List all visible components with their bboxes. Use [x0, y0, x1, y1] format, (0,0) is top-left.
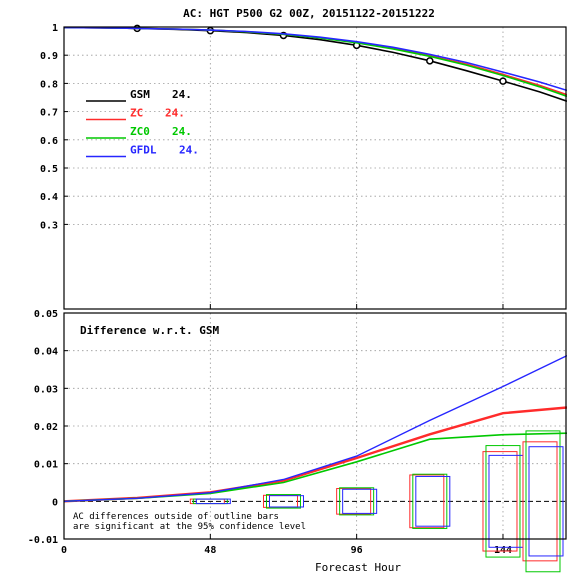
- significance-bar-gfdl: [415, 475, 451, 527]
- legend-count-gsm: 24.: [172, 88, 192, 101]
- significance-bar-gfdl: [195, 498, 231, 505]
- difference-line-gfdl: [63, 354, 567, 502]
- series-marker-gsm: [426, 57, 434, 65]
- legend-count-zc: 24.: [165, 107, 185, 120]
- x-axis-label: Forecast Hour: [315, 561, 401, 574]
- series-line-gfdl: [63, 26, 567, 92]
- legend-count-gfdl: 24.: [179, 144, 199, 157]
- series-marker-gsm: [499, 77, 507, 85]
- significance-bars: [189, 430, 564, 573]
- x-tick-label: 96: [351, 545, 363, 556]
- bottom-y-tick-label: 0: [52, 497, 58, 508]
- significance-bar-zc0: [339, 487, 375, 516]
- x-tick-label: 48: [204, 545, 216, 556]
- top-y-ticks: 0.3 0.4 0.5 0.6 0.7 0.8 0.9 1: [40, 23, 68, 231]
- legend-label-gsm: GSM: [130, 88, 150, 101]
- legend-count-zc0: 24.: [172, 125, 192, 138]
- chart-title: AC: HGT P500 G2 00Z, 20151122-20151222: [183, 7, 435, 20]
- top-y-tick-label: 0.3: [40, 220, 58, 231]
- significance-bar-zc: [522, 441, 558, 562]
- significance-bar-gfdl: [268, 495, 304, 508]
- bottom-y-tick-label: 0.04: [34, 347, 58, 358]
- significance-bar-gfdl: [528, 446, 564, 557]
- bottom-y-tick-label: 0.02: [34, 422, 58, 433]
- top-y-tick-label: 0.6: [40, 136, 58, 147]
- significance-bar-zc0: [525, 430, 561, 573]
- significance-bar-zc0: [265, 494, 301, 509]
- bottom-y-tick-label: 0.01: [34, 460, 58, 471]
- difference-line-zc0: [63, 432, 567, 503]
- significance-note-line: are significant at the 95% confidence le…: [73, 522, 306, 532]
- significance-bar-zc0: [412, 473, 448, 529]
- top-x-ticks: [63, 304, 504, 309]
- top-y-tick-label: 0.4: [40, 192, 58, 203]
- significance-bar-zc0: [485, 445, 521, 558]
- significance-bar-zc: [482, 451, 518, 552]
- top-y-tick-label: 1: [52, 23, 58, 34]
- difference-line-zc: [63, 406, 567, 503]
- top-y-tick-label: 0.9: [40, 51, 58, 62]
- top-plot-frame: [63, 26, 567, 310]
- bottom-plot-frame: [63, 312, 567, 540]
- legend: GSM 24. ZC 24. ZC0 24. GFDL 24.: [86, 88, 199, 158]
- top-y-tick-label: 0.8: [40, 79, 58, 90]
- bottom-gridlines: [64, 312, 567, 540]
- significance-note: AC differences outside of outline barsar…: [73, 512, 306, 532]
- top-series-group: [63, 24, 567, 102]
- bottom-y-ticks: -0.01 0 0.01 0.02 0.03 0.04 0.05: [28, 309, 68, 546]
- bottom-y-tick-label: 0.05: [34, 309, 58, 320]
- top-y-tick-label: 0.5: [40, 164, 58, 175]
- bottom-x-ticks: 0 48 96 144: [61, 534, 512, 556]
- top-y-tick-label: 0.7: [40, 108, 58, 119]
- legend-label-zc0: ZC0: [130, 125, 150, 138]
- x-tick-label: 144: [494, 545, 512, 556]
- significance-bar-gfdl: [342, 488, 378, 514]
- bottom-y-tick-label: 0.03: [34, 384, 58, 395]
- significance-note-line: AC differences outside of outline bars: [73, 512, 279, 522]
- bottom-y-tick-label: -0.01: [28, 535, 58, 546]
- panel-title: Difference w.r.t. GSM: [80, 324, 219, 337]
- top-panel: AC: HGT P500 G2 00Z, 20151122-20151222 0…: [40, 7, 567, 310]
- significance-bar-zc: [409, 474, 445, 529]
- significance-bar-zc: [336, 488, 372, 515]
- legend-label-gfdl: GFDL: [130, 144, 157, 157]
- bottom-series-group: [63, 354, 567, 503]
- legend-label-zc: ZC: [130, 107, 143, 120]
- x-tick-label: 0: [61, 545, 67, 556]
- series-line-zc0: [63, 26, 567, 98]
